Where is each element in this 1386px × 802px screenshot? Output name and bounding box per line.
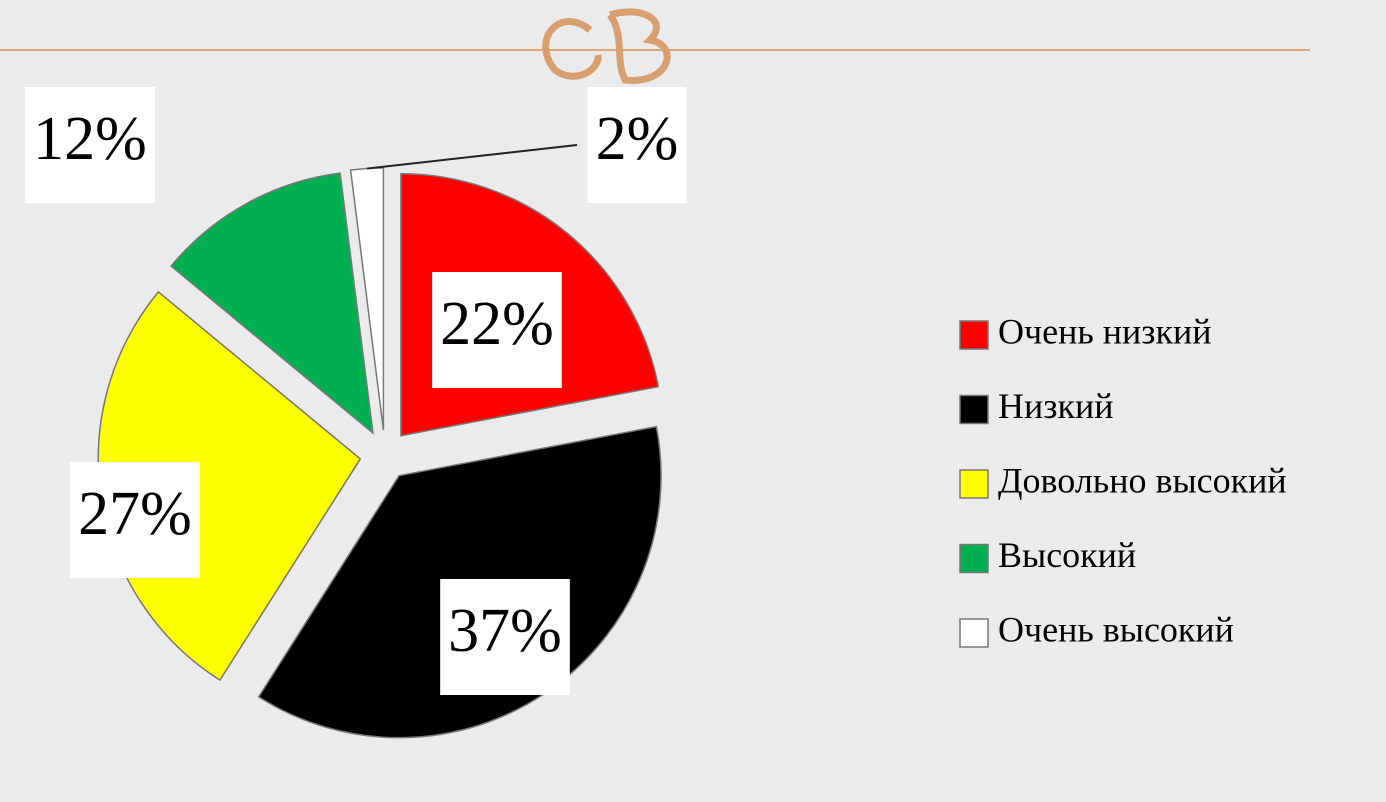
data-label: 27% [78, 480, 192, 548]
legend-swatch [959, 618, 989, 648]
data-label: 37% [448, 597, 562, 665]
legend: Очень низкий Низкий Довольно высокий Высоки… [959, 311, 1287, 649]
pie-slice [349, 167, 385, 431]
label-box [432, 272, 562, 388]
data-label: 22% [440, 290, 554, 358]
legend-label: Высокий [998, 535, 1136, 575]
legend-label: Очень низкий [998, 311, 1212, 351]
legend-swatch [959, 469, 989, 499]
leader-line [366, 144, 578, 170]
pie-slice [170, 172, 374, 435]
data-label: 12% [33, 105, 147, 173]
legend-swatch [959, 543, 989, 574]
data-labels: 22% 37% 27% 12% 2% [25, 87, 687, 695]
label-box [70, 462, 200, 578]
data-label: 2% [596, 105, 679, 173]
legend-label: Низкий [998, 386, 1114, 426]
legend-label: Довольно высокий [998, 460, 1287, 500]
legend-swatch [959, 320, 989, 350]
legend-swatch [959, 394, 989, 425]
legend-label: Очень высокий [998, 609, 1234, 649]
label-box [587, 87, 687, 203]
label-box [25, 87, 155, 203]
ornament [542, 8, 671, 84]
label-box [440, 579, 570, 695]
